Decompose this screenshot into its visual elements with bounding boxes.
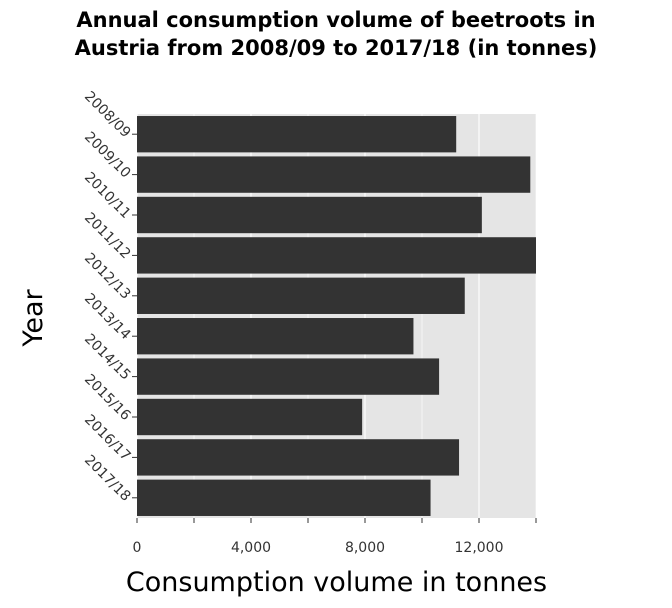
bar-2012-13 <box>137 277 465 314</box>
bar-2009-10 <box>137 156 531 193</box>
chart-title: Annual consumption volume of beetroots i… <box>0 6 672 62</box>
x-axis: 0 4,000 8,000 12,000 <box>133 518 537 556</box>
bars <box>137 116 536 516</box>
x-axis-title: Consumption volume in tonnes <box>126 567 547 598</box>
x-tick-label: 0 <box>133 540 142 556</box>
x-tick-label: 12,000 <box>455 540 504 556</box>
bar-2016-17 <box>137 439 460 476</box>
bar-2017-18 <box>137 479 431 516</box>
bar-2013-14 <box>137 318 414 355</box>
bar-2014-15 <box>137 358 440 395</box>
chart-title-line-2: Austria from 2008/09 to 2017/18 (in tonn… <box>74 36 598 60</box>
bar-2011-12 <box>137 237 536 274</box>
bar-2015-16 <box>137 398 363 436</box>
y-axis: 2008/092009/102010/112011/122012/132013/… <box>81 89 137 505</box>
x-tick-label: 4,000 <box>231 540 271 556</box>
bar-2008-09 <box>137 116 457 153</box>
bar-2010-11 <box>137 196 482 234</box>
chart-title-line-1: Annual consumption volume of beetroots i… <box>76 8 596 32</box>
x-tick-label: 8,000 <box>345 540 385 556</box>
y-axis-title: Year <box>18 289 49 348</box>
